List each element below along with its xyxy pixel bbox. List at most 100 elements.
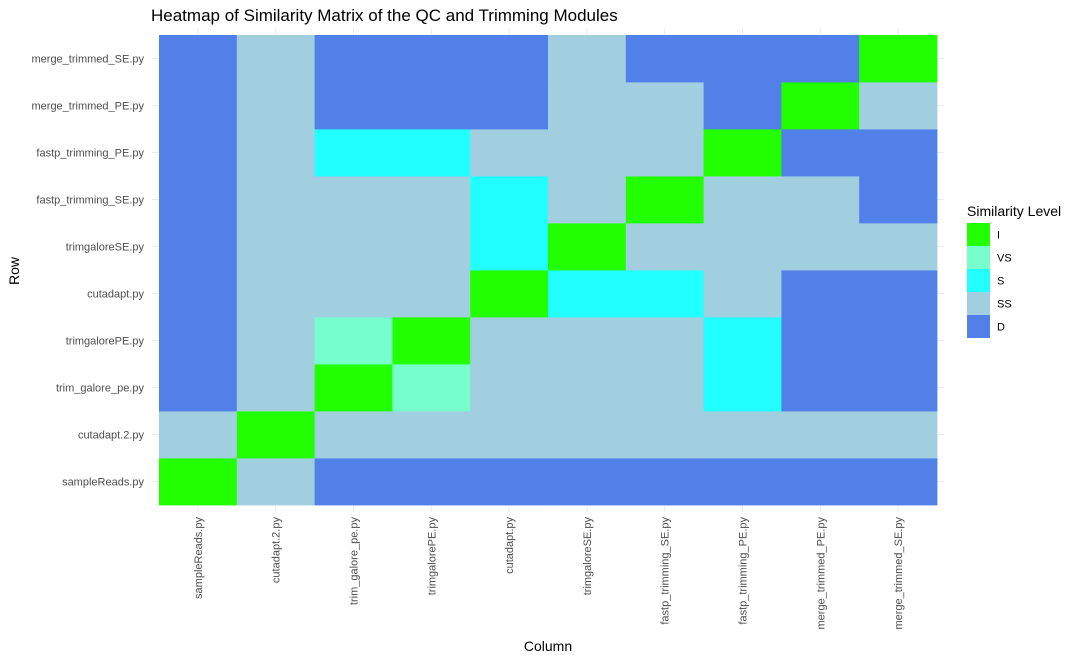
legend-label: VS (997, 253, 1012, 265)
heatmap-cell (159, 411, 238, 459)
heatmap-cell (703, 223, 782, 271)
legend-title: Similarity Level (967, 203, 1061, 219)
heatmap-cell (236, 458, 315, 506)
heatmap-cell (859, 458, 938, 506)
heatmap-cell (314, 129, 393, 177)
heatmap-cell (159, 82, 238, 130)
heatmap-cell (392, 411, 471, 459)
heatmap-cell (859, 176, 938, 224)
y-tick-label: fastp_trimming_PE.py (36, 148, 144, 160)
heatmap-cell (159, 35, 238, 83)
heatmap-cell (548, 82, 627, 130)
heatmap-cell (859, 223, 938, 271)
heatmap-cell (314, 223, 393, 271)
y-tick-label: trim_galore_pe.py (56, 383, 145, 395)
x-tick-label: trimgalorePE.py (426, 517, 438, 596)
heatmap-cell (470, 364, 549, 412)
legend-swatch (967, 269, 990, 292)
x-axis-title: Column (524, 638, 572, 654)
y-tick-label: merge_trimmed_PE.py (32, 101, 145, 113)
x-tick-label: merge_trimmed_SE.py (893, 517, 905, 630)
heatmap-cell (470, 35, 549, 83)
heatmap-cell (625, 176, 704, 224)
heatmap-cell (159, 129, 238, 177)
heatmap-cell (625, 270, 704, 318)
heatmap-cell (781, 411, 860, 459)
x-tick-label: trimgaloreSE.py (582, 517, 594, 596)
legend-swatch (967, 315, 990, 338)
y-tick-label: cutadapt.2.py (78, 430, 145, 442)
heatmap-cell (392, 364, 471, 412)
heatmap-cell (392, 223, 471, 271)
heatmap-cell (159, 270, 238, 318)
y-tick-label: cutadapt.py (87, 289, 144, 301)
heatmap-cell (781, 129, 860, 177)
heatmap-cell (548, 411, 627, 459)
heatmap-cell (470, 82, 549, 130)
heatmap-cell (625, 35, 704, 83)
heatmap-cell (781, 270, 860, 318)
heatmap-cell (314, 176, 393, 224)
heatmap-cell (392, 176, 471, 224)
x-tick-label: fastp_trimming_PE.py (738, 517, 750, 625)
heatmap-cell (703, 411, 782, 459)
x-tick-labels: sampleReads.py cutadapt.2.py trim_galore_p… (193, 517, 905, 630)
heatmap-cell (159, 458, 238, 506)
heatmap-cell (781, 317, 860, 365)
heatmap-cell (781, 223, 860, 271)
heatmap-cell (781, 82, 860, 130)
x-tick-label: trim_galore_pe.py (349, 517, 361, 606)
x-tick-label: sampleReads.py (193, 517, 205, 599)
legend-label: SS (997, 299, 1012, 311)
x-tick-label: cutadapt.py (504, 517, 516, 574)
heatmap-cell (470, 270, 549, 318)
heatmap-cell (859, 270, 938, 318)
heatmap-cell (548, 364, 627, 412)
heatmap-cell (314, 35, 393, 83)
y-tick-labels: sampleReads.py cutadapt.2.py trim_galore_p… (32, 54, 145, 489)
y-tick-label: sampleReads.py (62, 477, 144, 489)
heatmap-cell (314, 364, 393, 412)
heatmap-cell (392, 35, 471, 83)
heatmap-cell (470, 176, 549, 224)
heatmap-cell (859, 364, 938, 412)
heatmap-cell (625, 82, 704, 130)
heatmap-cell (548, 458, 627, 506)
heatmap-cell (703, 458, 782, 506)
y-tick-label: trimgalorePE.py (66, 336, 145, 348)
heatmap-cell (314, 270, 393, 318)
legend-label: I (997, 230, 1000, 242)
heatmap-cell (548, 223, 627, 271)
heatmap-cell (859, 129, 938, 177)
heatmap-cell (236, 129, 315, 177)
heatmap-cell (159, 364, 238, 412)
heatmap-cell (392, 317, 471, 365)
heatmap-cell (625, 458, 704, 506)
heatmap-cell (548, 176, 627, 224)
heatmap-cell (703, 35, 782, 83)
chart-title: Heatmap of Similarity Matrix of the QC a… (151, 6, 618, 25)
heatmap-cell (859, 35, 938, 83)
cells-layer (159, 35, 938, 506)
heatmap-cell (703, 176, 782, 224)
x-tick-label: fastp_trimming_SE.py (660, 517, 672, 625)
heatmap-cell (314, 458, 393, 506)
heatmap-cell (781, 364, 860, 412)
legend-label: D (997, 322, 1005, 334)
legend-swatch (967, 223, 990, 246)
y-tick-label: trimgaloreSE.py (66, 242, 145, 254)
x-tick-label: cutadapt.2.py (271, 517, 283, 584)
heatmap-cell (470, 223, 549, 271)
heatmap-cell (470, 129, 549, 177)
heatmap-cell (859, 317, 938, 365)
legend-label: S (997, 276, 1004, 288)
heatmap-cell (781, 458, 860, 506)
heatmap-cell (236, 364, 315, 412)
heatmap-cell (392, 458, 471, 506)
heatmap-cell (548, 129, 627, 177)
y-axis-title: Row (6, 256, 22, 285)
heatmap-cell (548, 317, 627, 365)
